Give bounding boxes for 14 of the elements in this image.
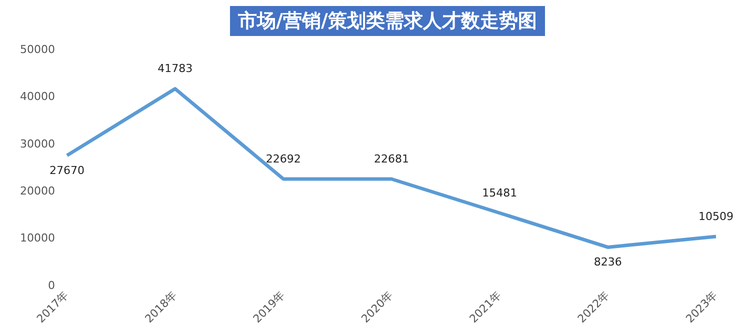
data-label: 27670	[49, 164, 84, 177]
y-tick-label: 10000	[20, 232, 55, 245]
data-label: 22692	[266, 152, 301, 166]
y-tick-label: 20000	[20, 184, 55, 198]
y-tick-label: 0	[48, 278, 55, 292]
y-tick-label: 50000	[20, 42, 55, 56]
data-label: 8236	[594, 256, 622, 269]
data-label: 41783	[158, 62, 193, 76]
y-tick-label: 30000	[20, 137, 55, 150]
data-label: 10509	[698, 210, 734, 223]
data-label: 22681	[374, 152, 409, 166]
chart-title: 市场/营销/策划类需求人才数走势图	[230, 6, 545, 36]
data-label: 15481	[482, 186, 518, 200]
y-tick-label: 40000	[20, 90, 55, 104]
